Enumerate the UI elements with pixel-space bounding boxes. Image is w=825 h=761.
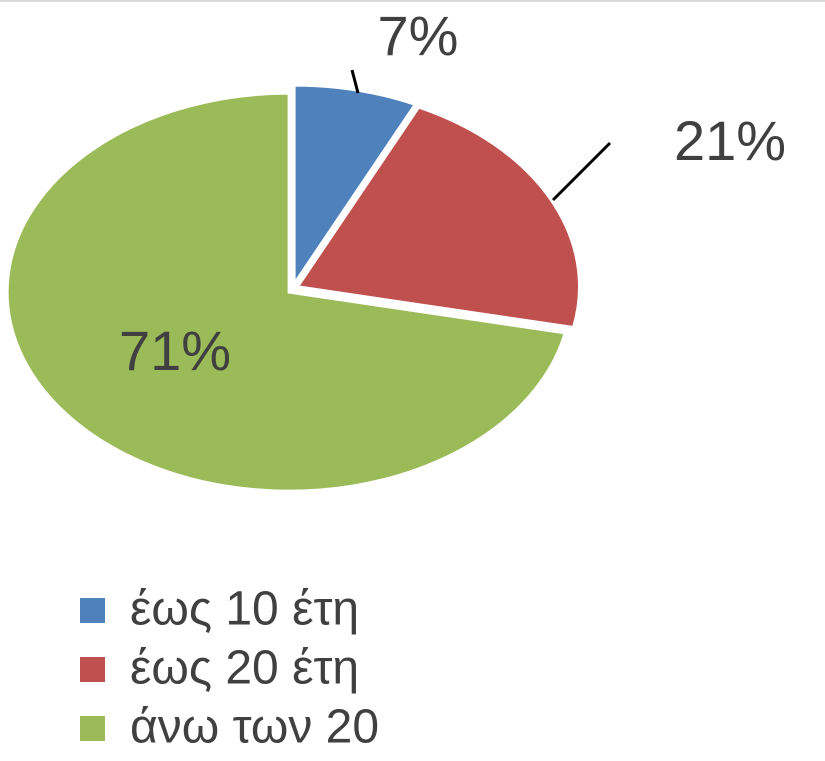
leader-line	[551, 141, 612, 202]
leader-line	[350, 69, 360, 94]
legend-swatch	[80, 598, 105, 623]
legend-swatch	[80, 716, 105, 741]
data-label: 7%	[378, 4, 459, 67]
data-label: 71%	[119, 319, 231, 382]
pie-slice	[5, 91, 568, 493]
legend-label: έως 10 έτη	[130, 583, 359, 636]
data-label: 21%	[674, 109, 786, 172]
legend-label: έως 20 έτη	[130, 642, 359, 695]
legend-label: άνω των 20	[130, 701, 379, 754]
pie-slice	[294, 105, 581, 330]
legend-swatch	[80, 657, 105, 682]
